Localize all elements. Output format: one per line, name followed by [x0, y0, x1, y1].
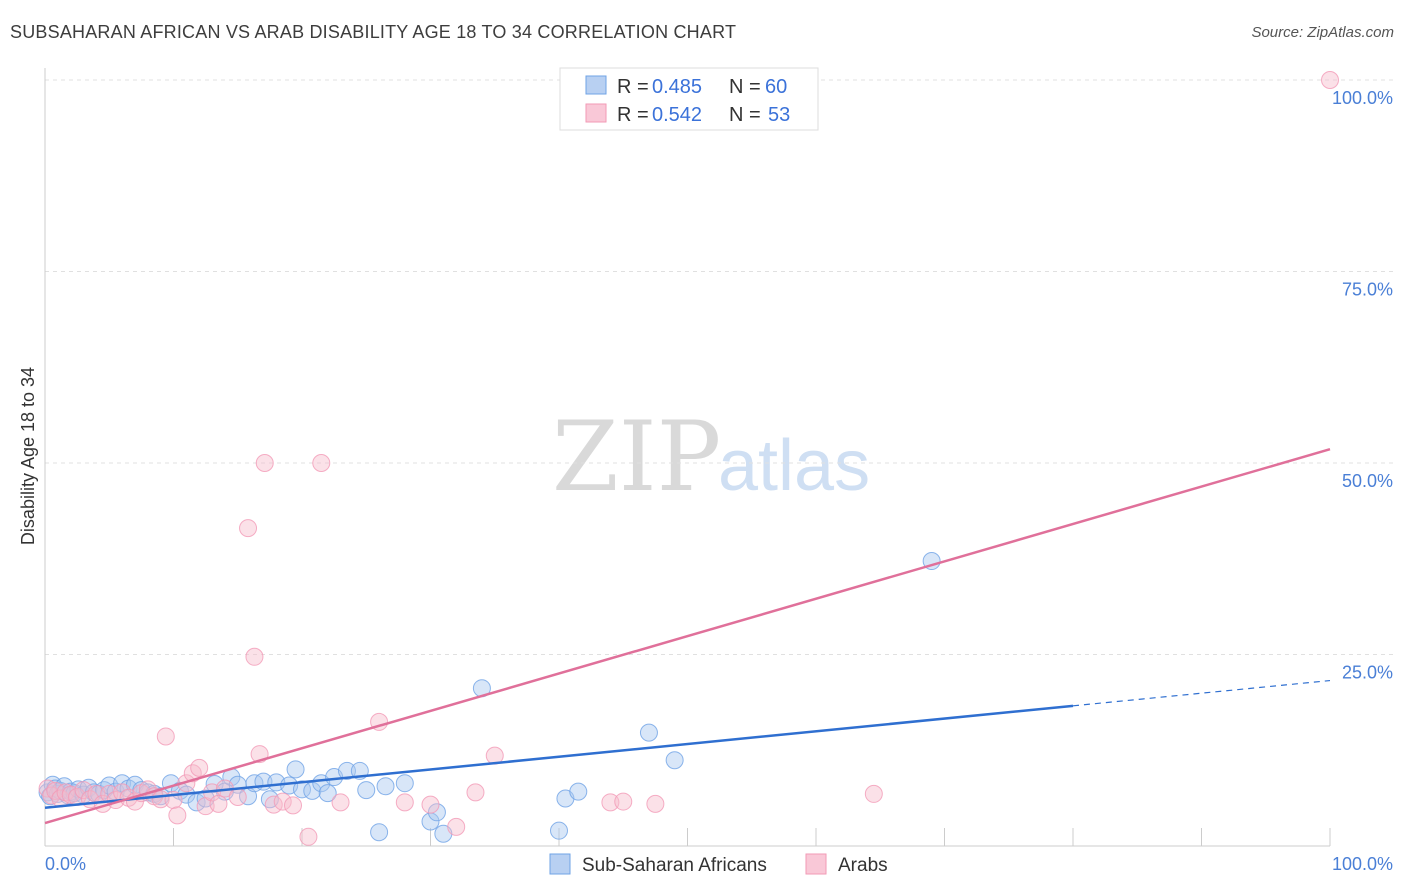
trend-lines: [44, 448, 1331, 825]
data-point-sub-saharan: [550, 821, 568, 840]
bottom-legend-swatch-pink: [805, 853, 827, 875]
x-ticks: [173, 828, 1331, 846]
chart-title: SUBSAHARAN AFRICAN VS ARAB DISABILITY AG…: [10, 22, 737, 42]
legend: R = 0.485 N = 60 R = 0.542 N = 53: [559, 67, 819, 131]
data-point-arab: [1321, 71, 1339, 89]
legend-swatch-pink: [585, 103, 607, 123]
series-sub-saharan-points: [38, 552, 941, 843]
y-axis-label: Disability Age 18 to 34: [18, 367, 38, 545]
y-tick-label: 50.0%: [1342, 471, 1393, 491]
data-point-sub-saharan: [318, 784, 337, 803]
data-point-sub-saharan: [665, 751, 684, 770]
data-point-sub-saharan: [569, 782, 588, 801]
data-point-arab: [447, 817, 466, 836]
data-point-arab: [466, 783, 485, 802]
legend-swatch-blue: [585, 75, 607, 95]
data-point-sub-saharan: [376, 777, 395, 796]
data-point-arab: [864, 784, 883, 803]
watermark-atlas: atlas: [718, 426, 870, 506]
x-tick-label-min: 0.0%: [45, 854, 86, 874]
legend-r-value-pink: 0.542: [652, 104, 702, 126]
data-point-arab: [646, 794, 665, 813]
data-point-arab: [190, 758, 209, 777]
y-tick-label: 25.0%: [1342, 663, 1393, 683]
bottom-legend-label-blue: Sub-Saharan Africans: [582, 855, 767, 876]
data-point-sub-saharan: [337, 761, 356, 780]
data-point-arab: [228, 787, 247, 806]
bottom-legend-swatch-blue: [549, 853, 571, 875]
y-tick-label: 75.0%: [1342, 280, 1393, 300]
trend-line-sub-saharan: [44, 704, 1074, 809]
data-point-arab: [168, 806, 187, 825]
data-point-arab: [614, 792, 633, 811]
trend-line-arab: [44, 448, 1331, 825]
trend-line-sub-saharan-extension: [1072, 679, 1331, 707]
gridlines: [45, 79, 1395, 655]
data-point-sub-saharan: [357, 781, 376, 800]
data-point-sub-saharan: [370, 823, 389, 842]
legend-n-label-blue: N =: [729, 76, 761, 98]
data-point-arab: [239, 519, 258, 538]
watermark: ZIP atlas: [552, 401, 870, 513]
watermark-zip: ZIP: [552, 401, 721, 513]
data-point-arab: [255, 454, 274, 472]
legend-n-label-pink: N =: [729, 104, 761, 126]
legend-n-value-pink: 53: [768, 104, 790, 126]
legend-r-label-blue: R =: [617, 76, 649, 98]
data-point-arab: [331, 793, 350, 812]
data-point-arab: [299, 827, 318, 846]
data-point-sub-saharan: [395, 774, 414, 793]
data-point-arab: [273, 792, 292, 811]
data-point-arab: [245, 647, 264, 666]
data-point-arab: [421, 795, 440, 814]
data-point-arab: [284, 796, 303, 815]
legend-r-value-blue: 0.485: [652, 76, 702, 98]
data-point-arab: [395, 793, 414, 812]
y-tick-label: 100.0%: [1332, 88, 1393, 108]
bottom-legend-label-pink: Arabs: [838, 855, 888, 876]
data-point-arab: [156, 727, 175, 746]
data-point-arab: [312, 454, 331, 472]
data-point-sub-saharan: [427, 803, 446, 822]
data-point-arab: [209, 794, 228, 813]
data-point-arab: [601, 793, 620, 812]
source-label: Source: ZipAtlas.com: [1251, 24, 1394, 41]
x-tick-label-max: 100.0%: [1332, 854, 1393, 874]
data-point-sub-saharan: [639, 723, 658, 742]
data-point-sub-saharan: [286, 760, 305, 779]
bottom-legend: Sub-Saharan Africans Arabs: [549, 853, 888, 876]
legend-r-label-pink: R =: [617, 104, 649, 126]
legend-n-value-blue: 60: [765, 76, 787, 98]
y-tick-labels: 25.0% 50.0% 75.0% 100.0%: [1332, 88, 1393, 683]
